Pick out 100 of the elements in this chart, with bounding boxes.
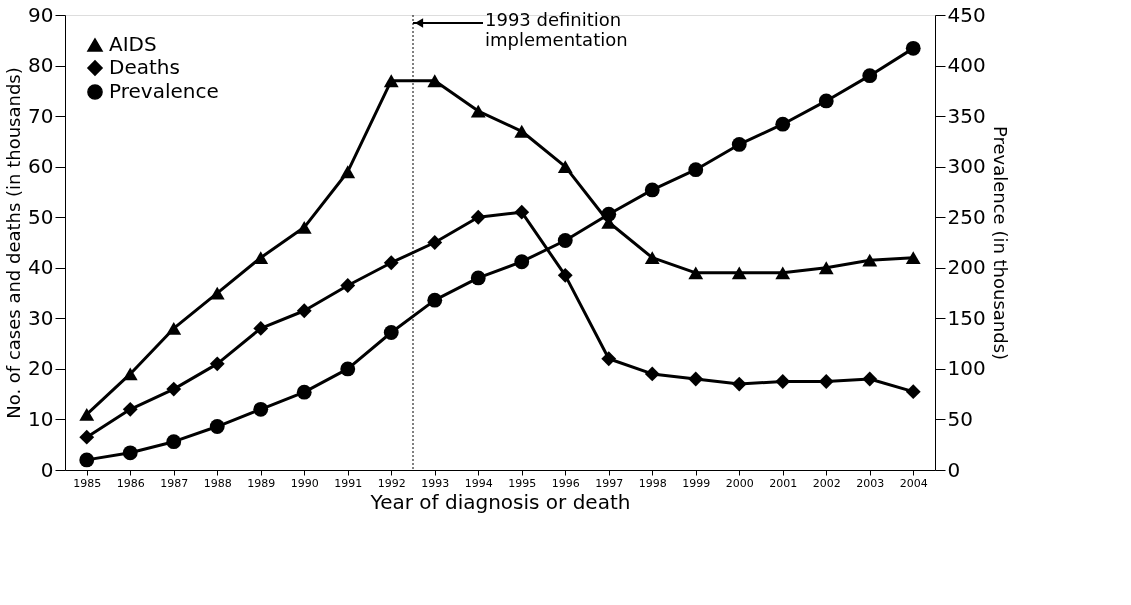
y-tick-label: 30 (28, 305, 54, 330)
point (383, 255, 399, 271)
y-tick-label: 70 (28, 103, 54, 128)
y2-axis-title: Prevalence (in thousands) (989, 125, 1011, 361)
x-tick-label: 1992 (377, 476, 406, 490)
x-tick-label: 2003 (856, 476, 885, 490)
point (818, 261, 834, 275)
y-tick-label: 60 (28, 154, 54, 179)
point (209, 356, 225, 372)
point (340, 165, 356, 179)
x-tick-label: 2002 (812, 476, 841, 490)
point (775, 374, 791, 389)
y2-tick-label: 450 (947, 2, 986, 27)
point (775, 266, 791, 280)
point (383, 74, 399, 88)
point (296, 220, 312, 234)
point (79, 452, 95, 468)
point (253, 401, 269, 417)
x-tick-label: 1988 (203, 476, 232, 490)
point (340, 361, 356, 377)
y2-tick-label: 350 (947, 103, 986, 128)
x-tick-label: 1993 (421, 476, 450, 490)
y-tick-label: 90 (28, 2, 54, 27)
point (644, 251, 660, 265)
point (688, 371, 704, 387)
point (905, 40, 921, 56)
point (905, 251, 921, 265)
x-tick-label: 1997 (595, 476, 624, 490)
point (296, 384, 312, 400)
y-tick-label: 80 (28, 53, 54, 78)
point (122, 367, 138, 381)
point (775, 116, 791, 132)
point (79, 429, 95, 445)
point (644, 182, 660, 198)
point (514, 254, 530, 270)
point (427, 235, 443, 250)
point (166, 434, 182, 450)
y-tick-label: 20 (28, 356, 54, 381)
y2-tick-label: 200 (947, 255, 986, 280)
point (557, 233, 573, 248)
legend-label: AIDS (109, 32, 157, 56)
x-tick-label: 1999 (682, 476, 711, 490)
y-tick-label: 40 (28, 255, 54, 280)
x-tick-label: 1995 (508, 476, 537, 490)
x-tick-label: 1996 (551, 476, 580, 490)
point (122, 445, 138, 461)
y-tick-label: 50 (28, 204, 54, 229)
legend-label: Prevalence (109, 79, 219, 103)
point (731, 266, 747, 280)
y2-tick-label: 150 (947, 305, 986, 330)
x-tick-label: 1990 (290, 476, 319, 490)
x-tick-label: 2000 (725, 476, 754, 490)
point (79, 407, 95, 421)
point (253, 321, 269, 336)
x-tick-label: 1998 (638, 476, 667, 490)
y-tick-label: 0 (40, 457, 54, 482)
x-tick-label: 2001 (769, 476, 798, 490)
y2-tick-label: 0 (947, 457, 961, 482)
point (253, 251, 269, 265)
point (166, 381, 182, 397)
point (601, 206, 617, 222)
point (209, 286, 225, 300)
point (514, 124, 530, 138)
point (862, 68, 878, 84)
point (383, 325, 399, 340)
point (688, 162, 704, 178)
point (470, 209, 486, 225)
y2-tick-label: 50 (947, 406, 973, 431)
y-axis-title: No. of cases and deaths (in thousands) (3, 67, 25, 419)
point (427, 292, 443, 308)
point (688, 266, 704, 280)
x-tick-label: 2004 (899, 476, 928, 490)
x-tick-label: 1994 (464, 476, 493, 490)
x-tick-label: 1985 (73, 476, 102, 490)
point (470, 104, 486, 118)
point (731, 376, 747, 392)
legend-label: Deaths (109, 55, 180, 79)
x-axis-title: Year of diagnosis or death (369, 489, 631, 514)
y2-tick-label: 300 (947, 154, 986, 179)
y-tick-label: 10 (28, 406, 54, 431)
point (557, 267, 573, 283)
y2-tick-label: 400 (947, 53, 986, 78)
point (166, 322, 182, 335)
y2-tick-label: 250 (947, 204, 986, 229)
point (644, 366, 660, 382)
point (818, 374, 834, 389)
point (557, 160, 573, 174)
point (122, 401, 138, 417)
ref-line-label: 1993 definition implementation (485, 9, 628, 50)
point (296, 303, 312, 319)
point (340, 278, 356, 293)
x-tick-label: 1986 (116, 476, 145, 490)
point (470, 270, 486, 286)
x-tick-label: 1987 (160, 476, 189, 490)
point (862, 371, 878, 387)
x-tick-label: 1991 (334, 476, 363, 490)
y2-tick-label: 100 (947, 356, 986, 381)
point (731, 137, 747, 152)
point (427, 74, 443, 88)
point (818, 93, 834, 109)
